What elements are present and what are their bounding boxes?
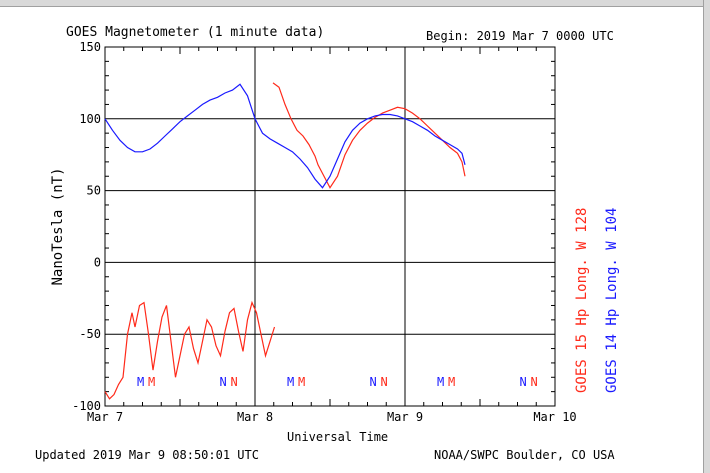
noon-midnight-marker: M [137, 375, 144, 389]
chart-title: GOES Magnetometer (1 minute data) [66, 25, 325, 40]
legend-entry-1: GOES 14 Hp Long. W 104 [604, 208, 620, 393]
noon-midnight-marker: M [287, 375, 294, 389]
y-tick-label: 50 [87, 184, 101, 198]
series-line-2 [104, 300, 276, 400]
x-axis-label: Universal Time [287, 430, 389, 444]
noon-midnight-marker: N [220, 375, 227, 389]
y-tick-label: -100 [72, 399, 101, 413]
noon-midnight-marker: M [437, 375, 444, 389]
y-axis-label: NanoTesla (nT) [50, 167, 66, 285]
noon-midnight-marker: N [520, 375, 527, 389]
x-tick-label: Mar 10 [533, 410, 576, 424]
noon-midnight-marker: M [148, 375, 155, 389]
noon-midnight-marker: N [231, 375, 238, 389]
window-frame-right [703, 0, 710, 473]
series-line-0 [272, 82, 466, 189]
series-line-1 [104, 83, 466, 189]
x-tick-label: Mar 8 [237, 410, 273, 424]
noon-midnight-marker: N [370, 375, 377, 389]
y-tick-label: 100 [79, 112, 101, 126]
y-tick-label: 150 [79, 40, 101, 54]
noon-midnight-marker: M [298, 375, 305, 389]
y-tick-label: 0 [94, 255, 101, 269]
begin-label: Begin: 2019 Mar 7 0000 UTC [426, 29, 614, 43]
x-tick-label: Mar 9 [387, 410, 423, 424]
y-tick-label: -50 [79, 327, 101, 341]
legend-entry-0: GOES 15 Hp Long. W 128 [574, 208, 590, 393]
noon-midnight-marker: N [531, 375, 538, 389]
x-tick-label: Mar 7 [87, 410, 123, 424]
window-frame-top [0, 0, 710, 7]
noon-midnight-marker: N [381, 375, 388, 389]
updated-timestamp: Updated 2019 Mar 9 08:50:01 UTC [35, 448, 259, 462]
noon-midnight-marker: M [448, 375, 455, 389]
data-source: NOAA/SWPC Boulder, CO USA [434, 448, 615, 462]
